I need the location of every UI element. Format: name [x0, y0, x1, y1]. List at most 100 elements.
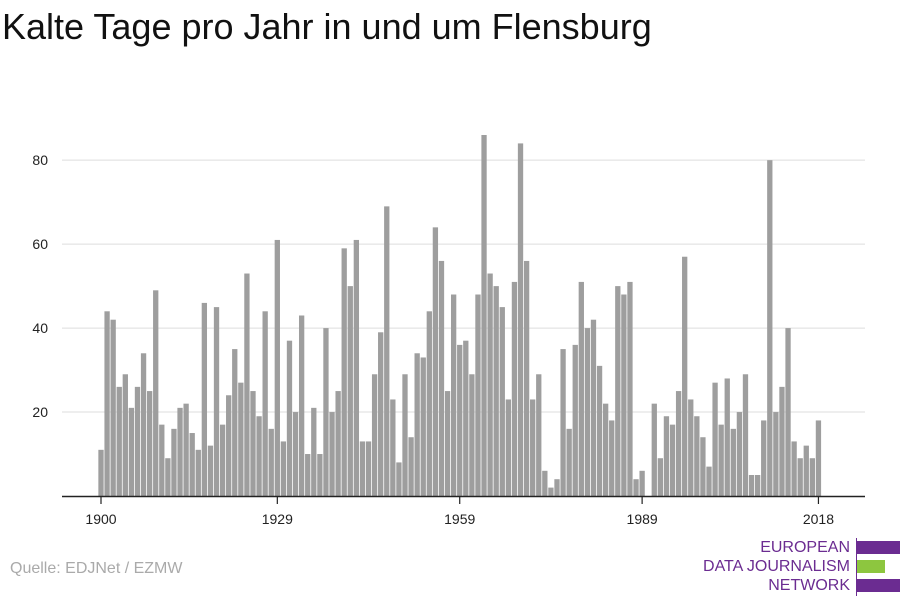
bar-1902: [110, 319, 116, 496]
chart-title: Kalte Tage pro Jahr in und um Flensburg: [2, 6, 652, 47]
bar-2011: [773, 412, 779, 496]
bar-1974: [548, 487, 554, 496]
bar-1997: [688, 399, 694, 496]
bar-1984: [609, 420, 615, 496]
bar-1930: [280, 441, 287, 496]
bar-1908: [146, 391, 153, 496]
bars: [98, 135, 822, 497]
logo-line-2: DATA JOURNALISM: [703, 558, 850, 575]
bar-2017: [809, 458, 816, 496]
bar-1932: [292, 412, 299, 496]
bar-1964: [487, 273, 493, 496]
x-tick-label-2018: 2018: [803, 511, 834, 527]
bar-1963: [481, 135, 487, 496]
bar-1982: [596, 365, 603, 496]
bar-1921: [226, 395, 232, 496]
x-tick-labels: 1900 1929 1959 1989 2018: [85, 497, 834, 527]
bar-1966: [499, 307, 505, 496]
logo-separator: [856, 538, 857, 596]
bar-2003: [724, 378, 730, 496]
bar-1960: [463, 340, 469, 496]
bar-1975: [554, 479, 560, 496]
bar-2001: [712, 382, 718, 496]
bar-1953: [420, 357, 426, 496]
logo-line-1: EUROPEAN: [760, 539, 850, 556]
bar-1901: [104, 311, 110, 496]
bar-1996: [682, 256, 688, 496]
bar-1939: [335, 391, 341, 496]
bar-1978: [572, 344, 578, 496]
bar-1985: [615, 286, 621, 496]
bar-1952: [414, 353, 420, 496]
logo-bar-purple-top: [857, 541, 900, 554]
bar-1943: [359, 441, 366, 496]
bar-2012: [779, 386, 785, 496]
bar-1998: [694, 416, 700, 496]
bar-1962: [475, 294, 481, 496]
bar-1994: [669, 424, 676, 496]
bar-1999: [700, 437, 706, 496]
source-note: Quelle: EDJNet / EZMW: [10, 560, 183, 577]
bar-1979: [578, 281, 584, 496]
bar-1900: [98, 449, 104, 496]
y-tick-label-20: 20: [32, 404, 48, 420]
bar-1914: [183, 403, 189, 496]
bar-1989: [639, 470, 645, 496]
bar-1967: [505, 399, 512, 496]
bar-1903: [116, 386, 122, 496]
gridlines: [62, 159, 865, 413]
logo-line-3: NETWORK: [768, 577, 850, 594]
bar-1923: [238, 382, 244, 496]
bar-1929: [274, 239, 280, 496]
x-tick-label-1989: 1989: [627, 511, 658, 527]
bar-1993: [663, 416, 670, 496]
bar-1924: [244, 273, 250, 496]
bar-2006: [742, 374, 749, 496]
bar-1968: [511, 281, 518, 496]
x-tick-label-1900: 1900: [85, 511, 116, 527]
bar-1910: [159, 424, 165, 496]
bar-1915: [189, 433, 195, 496]
bar-1988: [633, 479, 639, 496]
bar-2014: [791, 441, 797, 496]
bar-1973: [542, 470, 548, 496]
bar-1949: [396, 462, 402, 496]
bar-2016: [803, 445, 809, 496]
bar-1986: [621, 294, 627, 496]
bar-1954: [426, 311, 432, 496]
bar-1913: [177, 407, 183, 496]
bar-1937: [323, 328, 329, 496]
bar-1946: [378, 332, 384, 496]
bar-1992: [657, 458, 664, 496]
bar-1950: [402, 374, 408, 496]
bar-2005: [736, 412, 743, 496]
x-tick-label-1959: 1959: [444, 511, 475, 527]
bar-1909: [153, 290, 159, 496]
bar-1981: [590, 319, 597, 496]
bar-1938: [329, 412, 335, 496]
bar-1907: [140, 353, 147, 496]
bar-1928: [268, 428, 274, 496]
bar-1958: [450, 294, 457, 496]
bar-1972: [536, 374, 542, 496]
bar-1916: [195, 449, 201, 496]
bar-2008: [754, 475, 761, 496]
bar-1931: [286, 340, 293, 496]
bar-1951: [408, 437, 414, 496]
bar-1955: [432, 227, 439, 496]
bar-1912: [171, 428, 177, 496]
bar-1922: [232, 349, 238, 496]
bar-1942: [353, 239, 360, 496]
y-tick-labels: 20 40 60 80: [32, 152, 48, 420]
logo-wordmark: EUROPEAN DATA JOURNALISM NETWORK: [703, 538, 850, 595]
bar-1933: [298, 315, 305, 496]
bar-2013: [785, 328, 791, 496]
bar-1917: [201, 302, 208, 496]
bar-1957: [444, 391, 451, 496]
edjnet-logo: EUROPEAN DATA JOURNALISM NETWORK: [700, 538, 900, 596]
bar-1945: [371, 374, 378, 496]
bar-1959: [457, 344, 463, 496]
bar-2002: [718, 424, 724, 496]
bar-1983: [602, 403, 609, 496]
bar-1976: [560, 349, 566, 496]
